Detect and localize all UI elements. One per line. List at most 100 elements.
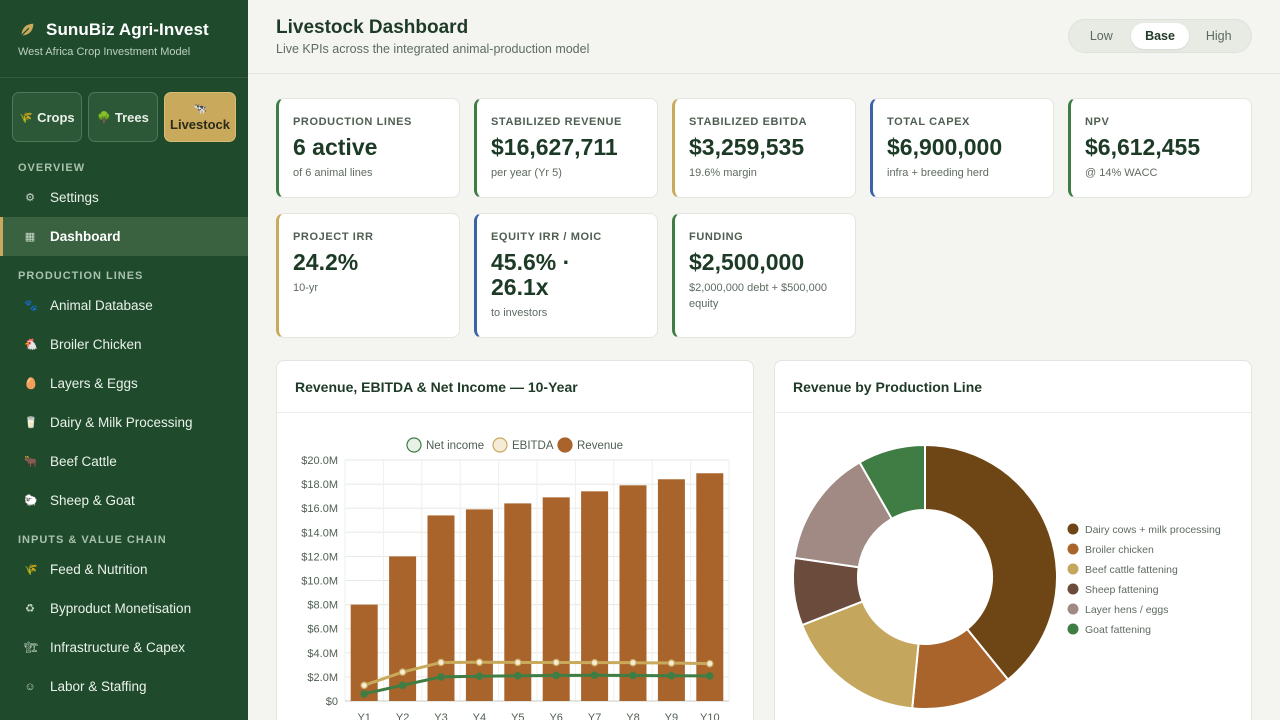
nav-dairy-label: Dairy & Milk Processing xyxy=(50,415,193,430)
kpi-sub: per year (Yr 5) xyxy=(491,167,562,179)
series-point xyxy=(360,689,369,698)
y-tick-label: $2.0M xyxy=(307,672,338,684)
x-tick-label: Y4 xyxy=(473,712,486,720)
mode-crops-button[interactable]: 🌾 Crops xyxy=(12,92,82,142)
nav-feed-nutrition-label: Feed & Nutrition xyxy=(50,562,148,577)
y-tick-label: $18.0M xyxy=(301,479,338,491)
legend-swatch xyxy=(1067,563,1079,575)
series-point xyxy=(667,659,676,667)
nav-byproduct-label: Byproduct Monetisation xyxy=(50,601,192,616)
revenue-bar xyxy=(657,479,685,701)
y-tick-label: $16.0M xyxy=(301,503,338,515)
kpi-value: $6,612,455 xyxy=(1085,134,1201,160)
milk-icon: 🥛 xyxy=(24,417,38,429)
kpi-sub: @ 14% WACC xyxy=(1085,167,1158,179)
y-tick-label: $8.0M xyxy=(307,600,338,612)
sidebar: SunuBiz Agri-Invest West Africa Crop Inv… xyxy=(0,0,248,720)
donut-slice xyxy=(858,443,926,521)
series-point xyxy=(514,671,522,680)
series-point xyxy=(590,671,599,680)
scenario-high-button[interactable]: High xyxy=(1205,29,1232,43)
kpi-sub: infra + breeding herd xyxy=(887,167,989,179)
scenario-switch: Low Base High xyxy=(1068,19,1252,53)
nav-dairy[interactable]: 🥛 Dairy & Milk Processing xyxy=(0,403,248,442)
mode-trees-label: Trees xyxy=(114,109,149,125)
x-tick-label: Y2 xyxy=(396,712,409,720)
legend-label: Sheep fattening xyxy=(1085,584,1159,596)
legend-swatch xyxy=(1067,583,1079,595)
series-point xyxy=(437,658,445,667)
kpi-sub: 10-yr xyxy=(293,282,319,294)
nav-broiler-chicken[interactable]: 🐔 Broiler Chicken xyxy=(0,325,248,364)
x-tick-label: Y8 xyxy=(626,712,639,720)
kpi-label: Equity IRR / MOIC xyxy=(491,231,602,243)
kpi-value: 6 active xyxy=(293,134,378,160)
series-point xyxy=(514,658,522,667)
revenue-chart: $0 $2.0M $4.0M $6.0M $8.0M $10.0M $12.0M $14.0M… xyxy=(301,437,730,720)
series-point xyxy=(629,658,637,667)
nav-byproduct[interactable]: ♻ Byproduct Monetisation xyxy=(0,589,248,628)
kpi-value: $16,627,711 xyxy=(491,134,618,160)
series-point xyxy=(667,671,676,680)
egg-icon: 🥚 xyxy=(24,378,38,390)
kpi-label: Stabilized EBITDA xyxy=(689,116,808,128)
revenue-split-panel: Revenue by Production Line Dairy cows + … xyxy=(774,360,1252,720)
nav-infrastructure[interactable]: 🏗 Infrastructure & Capex xyxy=(0,628,248,667)
series-point xyxy=(629,671,637,680)
legend-label: Revenue xyxy=(577,440,623,452)
x-tick-label: Y7 xyxy=(588,712,601,720)
nav-labor[interactable]: ☺ Labor & Staffing xyxy=(0,667,248,706)
series-point xyxy=(552,658,561,667)
series-point xyxy=(437,673,445,681)
series-point xyxy=(398,668,407,676)
legend-swatch xyxy=(1067,623,1079,635)
mode-trees-button[interactable]: 🌳 Trees xyxy=(88,92,158,142)
building-icon: 🏗 xyxy=(24,642,38,654)
revenue-bar xyxy=(619,485,647,701)
series-point xyxy=(590,658,599,667)
legend-label: EBITDA xyxy=(512,440,554,452)
legend-swatch xyxy=(492,437,508,453)
legend-label: Broiler chicken xyxy=(1085,544,1154,556)
kpi-value: 24.2% xyxy=(293,249,359,275)
brand-title: SunuBiz Agri-Invest xyxy=(46,20,209,39)
series-point xyxy=(475,658,484,666)
series-point xyxy=(705,672,714,680)
brand: SunuBiz Agri-Invest West Africa Crop Inv… xyxy=(0,0,248,78)
nav-layers-eggs[interactable]: 🥚 Layers & Eggs xyxy=(0,364,248,403)
wheat-icon: 🌾 xyxy=(24,564,38,576)
legend-swatch xyxy=(1067,543,1079,555)
person-icon: ☺ xyxy=(24,680,36,693)
revenue-chart-panel: Revenue, EBITDA & Net Income — 10-Year $… xyxy=(276,360,754,720)
scenario-base-button[interactable]: Base xyxy=(1130,23,1190,49)
kpi-value: $6,900,000 xyxy=(887,134,1003,160)
paw-icon: 🐾 xyxy=(24,300,38,312)
revenue-bar xyxy=(581,491,609,701)
legend-label: Beef cattle fattening xyxy=(1085,564,1178,576)
legend-label: Layer hens / eggs xyxy=(1085,604,1168,616)
nav-settings[interactable]: ⚙ Settings xyxy=(0,178,248,217)
kpi-label: NPV xyxy=(1085,116,1110,128)
nav-beef-cattle[interactable]: 🐂 Beef Cattle xyxy=(0,442,248,481)
scenario-low-button[interactable]: Low xyxy=(1089,29,1113,43)
nav-animal-database[interactable]: 🐾 Animal Database xyxy=(0,286,248,325)
nav-sheep-goat-label: Sheep & Goat xyxy=(50,493,135,508)
legend-label: Goat fattening xyxy=(1085,624,1151,636)
y-tick-label: $14.0M xyxy=(301,527,338,539)
series-point xyxy=(552,671,561,680)
kpi-label: Production lines xyxy=(293,116,412,128)
revenue-bar xyxy=(504,503,532,701)
mode-livestock-button[interactable]: 🐄 Livestock xyxy=(164,92,236,142)
nav-sheep-goat[interactable]: 🐑 Sheep & Goat xyxy=(0,481,248,520)
nav-feed-nutrition[interactable]: 🌾 Feed & Nutrition xyxy=(0,550,248,589)
series-line xyxy=(363,673,710,696)
nav-dashboard[interactable]: ▦ Dashboard xyxy=(0,217,248,256)
page-subtitle: Live KPIs across the integrated animal-p… xyxy=(276,42,590,56)
main: Livestock Dashboard Live KPIs across the… xyxy=(248,0,1280,720)
kpi-card-total-capex: Total capex $6,900,000 infra + breeding … xyxy=(870,98,1054,198)
section-production: PRODUCTION LINES xyxy=(18,270,144,282)
legend-swatch xyxy=(1067,523,1079,535)
tree-icon: 🌳 xyxy=(97,111,111,124)
kpi-sub: $2,000,000 debt + $500,000 equity xyxy=(689,282,827,310)
series-point xyxy=(705,659,714,668)
